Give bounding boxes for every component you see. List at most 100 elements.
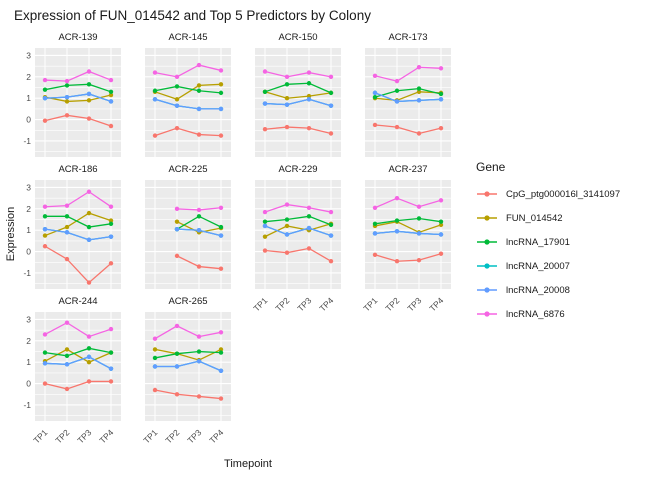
x-tick-label: TP2	[163, 427, 181, 445]
data-point	[284, 96, 290, 101]
data-point	[438, 219, 444, 224]
data-point	[86, 237, 92, 243]
data-point	[152, 387, 158, 393]
data-point	[64, 99, 70, 104]
series-lncRNA_17901	[42, 346, 114, 359]
facet-ACR-237: ACR-237 TP1 TP2 TP3 TP4	[351, 162, 451, 313]
x-tick-label: TP3	[405, 295, 423, 313]
data-point	[108, 89, 114, 95]
x-tick-label: TP2	[273, 295, 291, 313]
series-lncRNA_17901	[372, 86, 444, 100]
data-point	[42, 361, 48, 366]
data-point	[86, 354, 92, 360]
y-tick-label: 2	[26, 72, 31, 82]
x-tick-label: TP4	[317, 295, 335, 313]
series-lncRNA_20008	[152, 97, 224, 112]
data-point	[174, 125, 180, 131]
data-point	[416, 98, 422, 103]
data-point	[108, 204, 114, 209]
data-point	[42, 226, 48, 232]
data-point	[86, 280, 92, 285]
data-point	[196, 214, 202, 219]
x-tick-label: TP4	[207, 427, 225, 445]
series-lncRNA_17901	[42, 82, 114, 95]
data-point	[64, 256, 70, 262]
data-point	[42, 87, 48, 92]
facet-title: ACR-139	[58, 32, 98, 43]
data-point	[218, 350, 224, 355]
data-point	[328, 90, 334, 96]
data-point	[262, 127, 268, 132]
facet-title: ACR-150	[278, 32, 318, 43]
data-point	[284, 202, 290, 207]
data-point	[284, 223, 290, 229]
data-point	[64, 347, 70, 352]
data-point	[86, 379, 92, 384]
data-point	[86, 334, 92, 339]
data-point	[218, 224, 224, 230]
data-point	[416, 86, 422, 91]
series-lncRNA_6876	[152, 323, 224, 341]
legend-item-lncRNA_6876: lncRNA_6876	[476, 307, 620, 321]
data-point	[196, 62, 202, 68]
y-tick-label: 1	[26, 93, 31, 103]
data-point	[262, 248, 268, 253]
data-point	[64, 320, 70, 325]
series-lncRNA_17901	[372, 216, 444, 227]
data-point	[42, 381, 48, 386]
legend-key-icon	[477, 215, 497, 221]
legend-key-icon	[477, 263, 497, 269]
facet-title: ACR-173	[388, 32, 428, 43]
x-tick-label: TP3	[185, 427, 203, 445]
facet-title: ACR-225	[168, 164, 208, 175]
x-tick-label: TP3	[75, 427, 93, 445]
data-point	[196, 228, 202, 233]
data-point	[42, 233, 48, 238]
data-point	[372, 94, 378, 100]
y-tick-label: 1	[26, 357, 31, 367]
x-tick-label: TP4	[97, 427, 115, 445]
data-point	[196, 132, 202, 137]
data-point	[328, 233, 334, 238]
data-point	[306, 225, 312, 231]
data-point	[174, 323, 180, 329]
data-point	[438, 66, 444, 71]
series-lncRNA_20008	[152, 358, 224, 373]
y-tick-label: 2	[26, 204, 31, 214]
data-point	[64, 224, 70, 230]
data-point	[218, 82, 224, 87]
facet-plot	[145, 180, 231, 289]
data-point	[152, 336, 158, 341]
legend-key-icon	[477, 239, 497, 245]
series-lncRNA_6876	[152, 62, 224, 80]
series-lncRNA_6876	[262, 69, 334, 80]
legend-item-label: FUN_014542	[506, 212, 563, 224]
data-point	[64, 83, 70, 88]
data-point	[196, 349, 202, 354]
x-tick-label: TP1	[31, 427, 49, 445]
data-point	[174, 226, 180, 232]
data-point	[394, 78, 400, 84]
data-point	[196, 394, 202, 399]
data-point	[416, 231, 422, 236]
data-point	[42, 204, 48, 209]
facet-plot: TP1 TP2 TP3 TP4	[361, 180, 451, 313]
data-point	[284, 232, 290, 237]
data-point	[42, 332, 48, 337]
legend-item-lncRNA_20008: lncRNA_20008	[476, 283, 620, 297]
data-point	[64, 230, 70, 235]
data-point	[394, 195, 400, 201]
data-point	[218, 347, 224, 352]
x-axis-title: Timepoint	[224, 458, 272, 470]
series-CpG_ptg000016l_3141097	[42, 244, 114, 285]
data-point	[86, 346, 92, 351]
data-point	[108, 379, 114, 384]
data-point	[196, 207, 202, 213]
facet-plot: TP1 TP2 TP3 TP4	[251, 180, 341, 313]
data-point	[108, 326, 114, 332]
data-point	[328, 131, 334, 136]
data-point	[86, 189, 92, 194]
data-point	[438, 91, 444, 97]
y-tick-label: 0	[26, 379, 31, 389]
